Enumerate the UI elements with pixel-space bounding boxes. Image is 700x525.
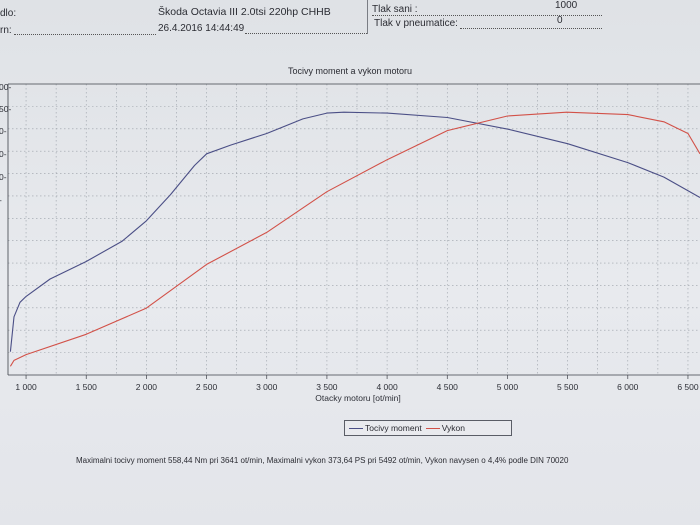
legend-swatch-torque — [349, 427, 363, 429]
x-tick-label: 4 500 — [437, 382, 459, 392]
chart-grid — [8, 84, 700, 375]
x-tick-label: 5 500 — [557, 382, 579, 392]
legend-item-power: Vykon — [425, 423, 465, 433]
x-tick-label: 2 000 — [136, 382, 158, 392]
chart-legend: Tocivy moment Vykon — [344, 420, 512, 436]
y-tick-labels: 00- 50- 0- 0- 0- - — [0, 82, 11, 205]
x-tick-label: 3 000 — [256, 382, 278, 392]
header-label-1: dlo: — [0, 8, 17, 19]
x-axis-label: Otacky motoru [ot/min] — [315, 393, 401, 403]
y-tick-label: 0- — [0, 126, 7, 136]
vehicle-name: Škoda Octavia III 2.0tsi 220hp CHHB — [158, 6, 331, 18]
x-tick-label: 2 500 — [196, 382, 218, 392]
x-tick-label: 5 000 — [497, 382, 519, 392]
legend-label-torque: Tocivy moment — [365, 423, 422, 433]
y-tick-label: 50- — [0, 104, 11, 114]
header-label-2: rn: — [0, 25, 12, 36]
max-values-footnote: Maximalni tocivy moment 558,44 Nm pri 36… — [76, 456, 569, 465]
header-underline-tire — [460, 28, 602, 29]
chart-title: Tocivy moment a vykon motoru — [287, 66, 413, 76]
y-tick-label: - — [0, 195, 2, 205]
header-underline-date — [245, 33, 367, 34]
legend-label-power: Vykon — [441, 423, 465, 433]
legend-swatch-power — [425, 427, 440, 429]
x-tick-label: 1 500 — [76, 382, 98, 392]
test-datetime: 26.4.2016 14:44:49 — [158, 23, 245, 34]
x-tick-label: 6 000 — [617, 382, 639, 392]
header-underline-left — [14, 34, 156, 35]
tire-pressure-label: Tlak v pneumatice: — [374, 18, 458, 29]
y-tick-label: 0- — [0, 149, 7, 159]
x-tick-label: 3 500 — [316, 382, 338, 392]
x-tick-labels: 1 000 1 500 2 000 2 500 3 000 3 500 4 000 4 500… — [15, 375, 699, 392]
series-line-torque — [9, 111, 700, 352]
tire-pressure-value: 0 — [557, 15, 563, 26]
pressure-value: 1000 — [555, 0, 578, 11]
header-underline-pressure — [372, 15, 602, 16]
series-line-power — [9, 111, 700, 367]
chart-series — [9, 111, 700, 367]
y-tick-label: 00- — [0, 82, 11, 92]
x-tick-label: 4 000 — [376, 382, 398, 392]
pressure-label: Tlak sani : — [372, 4, 418, 15]
legend-item-torque: Tocivy moment — [349, 423, 422, 433]
chart-frame — [7, 83, 700, 376]
x-tick-label: 6 500 — [677, 382, 699, 392]
header-divider — [367, 0, 368, 34]
y-tick-label: 0- — [0, 172, 7, 182]
x-tick-label: 1 000 — [15, 382, 37, 392]
